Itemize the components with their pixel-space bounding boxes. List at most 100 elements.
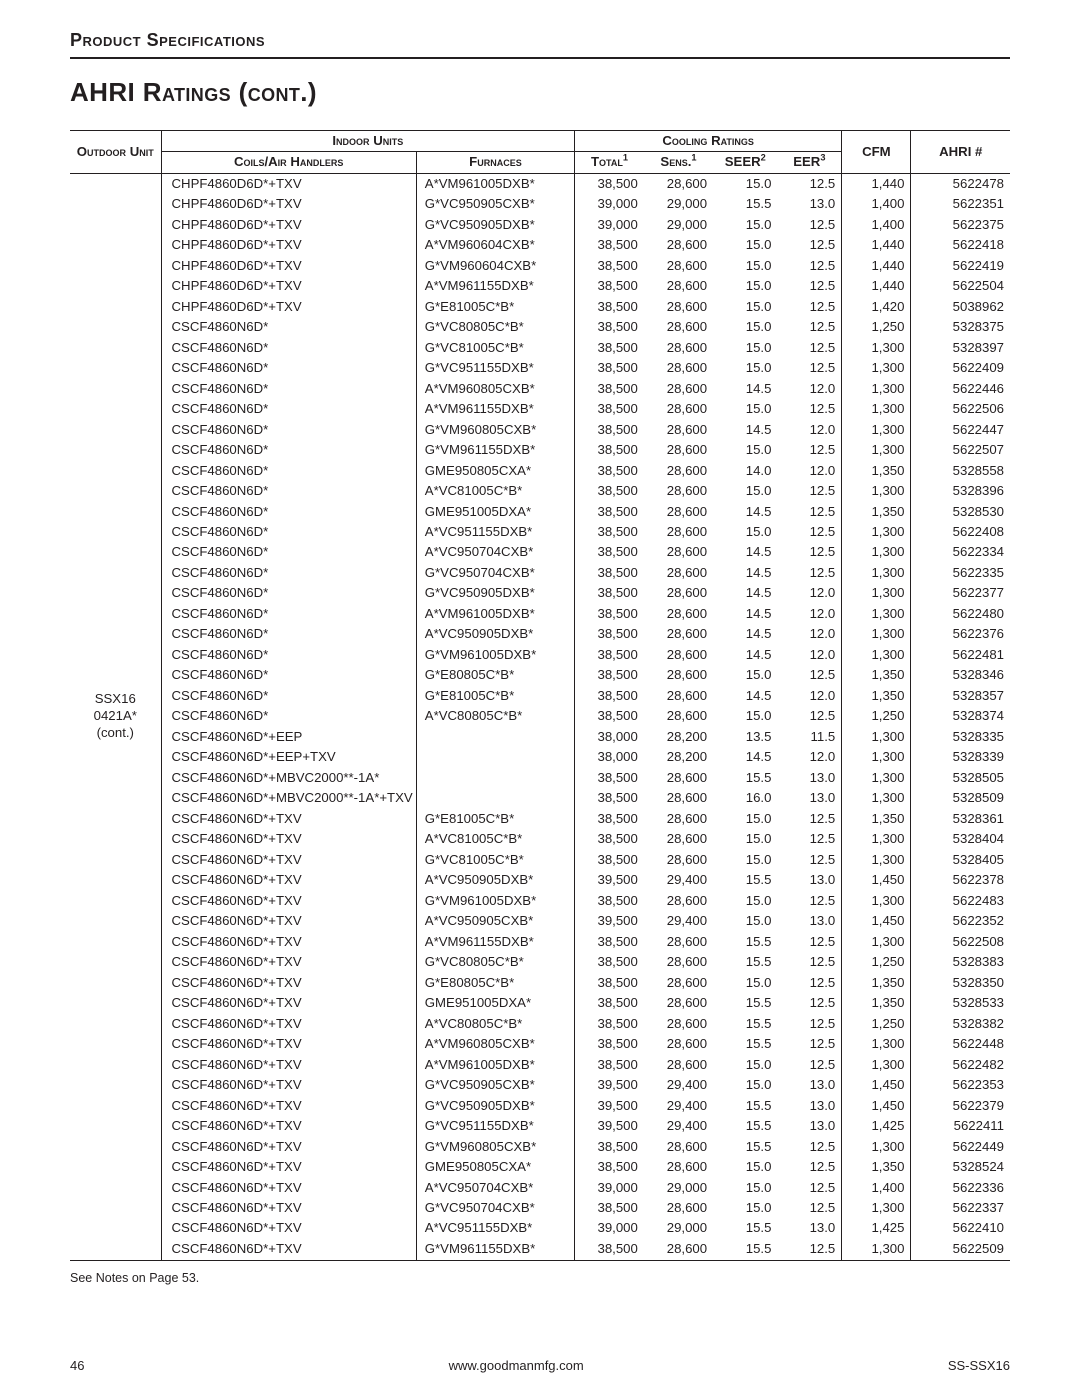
th-outdoor-unit: Outdoor Unit — [70, 131, 161, 174]
value-cell: 38,500 — [575, 809, 644, 829]
value-cell: 1,300 — [842, 1198, 911, 1218]
value-cell: 28,600 — [644, 1239, 713, 1260]
value-cell: 1,300 — [842, 1239, 911, 1260]
value-cell: 15.0 — [713, 235, 777, 255]
value-cell: 1,300 — [842, 563, 911, 583]
value-cell: 1,300 — [842, 829, 911, 849]
table-row: CSCF4860N6D*G*VC951155DXB*38,50028,60015… — [70, 358, 1010, 378]
value-cell: 28,600 — [644, 440, 713, 460]
value-cell: 28,600 — [644, 1157, 713, 1177]
value-cell: 14.5 — [713, 748, 777, 768]
value-cell: 12.0 — [777, 461, 841, 481]
value-cell: 13.0 — [777, 1075, 841, 1095]
value-cell: 12.5 — [777, 440, 841, 460]
coils-cell: CHPF4860D6D*+TXV — [161, 194, 416, 214]
value-cell: 15.0 — [713, 173, 777, 194]
value-cell: 5328382 — [911, 1014, 1010, 1034]
value-cell: 12.0 — [777, 748, 841, 768]
value-cell: 39,500 — [575, 911, 644, 931]
coils-cell: CSCF4860N6D*+TXV — [161, 870, 416, 890]
furnace-cell: A*VC81005C*B* — [416, 829, 574, 849]
value-cell: 1,450 — [842, 1075, 911, 1095]
value-cell: 15.0 — [713, 358, 777, 378]
value-cell: 1,350 — [842, 973, 911, 993]
value-cell: 1,450 — [842, 1096, 911, 1116]
th-furnaces: Furnaces — [416, 152, 574, 173]
furnace-cell: G*VC81005C*B* — [416, 338, 574, 358]
value-cell: 1,300 — [842, 748, 911, 768]
coils-cell: CSCF4860N6D*+TXV — [161, 1075, 416, 1095]
value-cell: 12.5 — [777, 1178, 841, 1198]
value-cell: 12.5 — [777, 338, 841, 358]
table-row: CSCF4860N6D*G*E80805C*B*38,50028,60015.0… — [70, 666, 1010, 686]
table-row: CSCF4860N6D*GME951005DXA*38,50028,60014.… — [70, 502, 1010, 522]
table-row: CSCF4860N6D*+TXVA*VC950905CXB*39,50029,4… — [70, 911, 1010, 931]
coils-cell: CSCF4860N6D*+EEP+TXV — [161, 748, 416, 768]
furnace-cell: G*E81005C*B* — [416, 686, 574, 706]
furnace-cell: A*VC951155DXB* — [416, 1219, 574, 1239]
value-cell: 38,500 — [575, 276, 644, 296]
value-cell: 15.0 — [713, 338, 777, 358]
value-cell: 5328346 — [911, 666, 1010, 686]
value-cell: 12.5 — [777, 707, 841, 727]
value-cell: 29,400 — [644, 1075, 713, 1095]
value-cell: 13.0 — [777, 789, 841, 809]
value-cell: 28,600 — [644, 952, 713, 972]
furnace-cell: A*VM961155DXB* — [416, 276, 574, 296]
value-cell: 1,250 — [842, 1014, 911, 1034]
value-cell: 14.5 — [713, 625, 777, 645]
value-cell: 13.0 — [777, 870, 841, 890]
value-cell: 5622506 — [911, 399, 1010, 419]
value-cell: 12.5 — [777, 1157, 841, 1177]
value-cell: 1,425 — [842, 1116, 911, 1136]
value-cell: 28,600 — [644, 481, 713, 501]
value-cell: 38,500 — [575, 768, 644, 788]
value-cell: 28,600 — [644, 1137, 713, 1157]
value-cell: 15.5 — [713, 1096, 777, 1116]
value-cell: 38,500 — [575, 1198, 644, 1218]
value-cell: 1,425 — [842, 1219, 911, 1239]
table-row: CSCF4860N6D*A*VC950905DXB*38,50028,60014… — [70, 625, 1010, 645]
value-cell: 1,300 — [842, 420, 911, 440]
coils-cell: CSCF4860N6D* — [161, 420, 416, 440]
table-row: CSCF4860N6D*+TXVG*VM961005DXB*38,50028,6… — [70, 891, 1010, 911]
coils-cell: CSCF4860N6D* — [161, 317, 416, 337]
value-cell: 15.0 — [713, 1075, 777, 1095]
value-cell: 38,500 — [575, 789, 644, 809]
furnace-cell: G*VC950905DXB* — [416, 584, 574, 604]
value-cell: 12.5 — [777, 256, 841, 276]
th-indoor-units: Indoor Units — [161, 131, 575, 152]
table-row: CSCF4860N6D*+MBVC2000**-1A*38,50028,6001… — [70, 768, 1010, 788]
furnace-cell: A*VM961005DXB* — [416, 604, 574, 624]
value-cell: 1,300 — [842, 358, 911, 378]
value-cell: 1,300 — [842, 891, 911, 911]
table-row: CSCF4860N6D*+TXVA*VM961005DXB*38,50028,6… — [70, 1055, 1010, 1075]
value-cell: 39,500 — [575, 1096, 644, 1116]
table-row: CHPF4860D6D*+TXVG*VM960604CXB*38,50028,6… — [70, 256, 1010, 276]
coils-cell: CSCF4860N6D*+TXV — [161, 932, 416, 952]
value-cell: 5622449 — [911, 1137, 1010, 1157]
table-row: CHPF4860D6D*+TXVA*VM960604CXB*38,50028,6… — [70, 235, 1010, 255]
furnace-cell: A*VC80805C*B* — [416, 707, 574, 727]
coils-cell: CHPF4860D6D*+TXV — [161, 276, 416, 296]
value-cell: 15.0 — [713, 911, 777, 931]
value-cell: 1,350 — [842, 502, 911, 522]
value-cell: 28,600 — [644, 420, 713, 440]
page-title: AHRI Ratings (cont.) — [70, 77, 1010, 108]
value-cell: 1,300 — [842, 481, 911, 501]
value-cell: 38,500 — [575, 973, 644, 993]
value-cell: 38,500 — [575, 666, 644, 686]
value-cell: 28,600 — [644, 604, 713, 624]
value-cell: 5622379 — [911, 1096, 1010, 1116]
value-cell: 15.5 — [713, 1116, 777, 1136]
value-cell: 38,500 — [575, 338, 644, 358]
value-cell: 12.5 — [777, 666, 841, 686]
value-cell: 14.5 — [713, 686, 777, 706]
value-cell: 1,300 — [842, 1034, 911, 1054]
coils-cell: CSCF4860N6D* — [161, 399, 416, 419]
value-cell: 28,600 — [644, 645, 713, 665]
value-cell: 12.5 — [777, 1198, 841, 1218]
value-cell: 5328335 — [911, 727, 1010, 747]
value-cell: 5328375 — [911, 317, 1010, 337]
value-cell: 29,400 — [644, 911, 713, 931]
